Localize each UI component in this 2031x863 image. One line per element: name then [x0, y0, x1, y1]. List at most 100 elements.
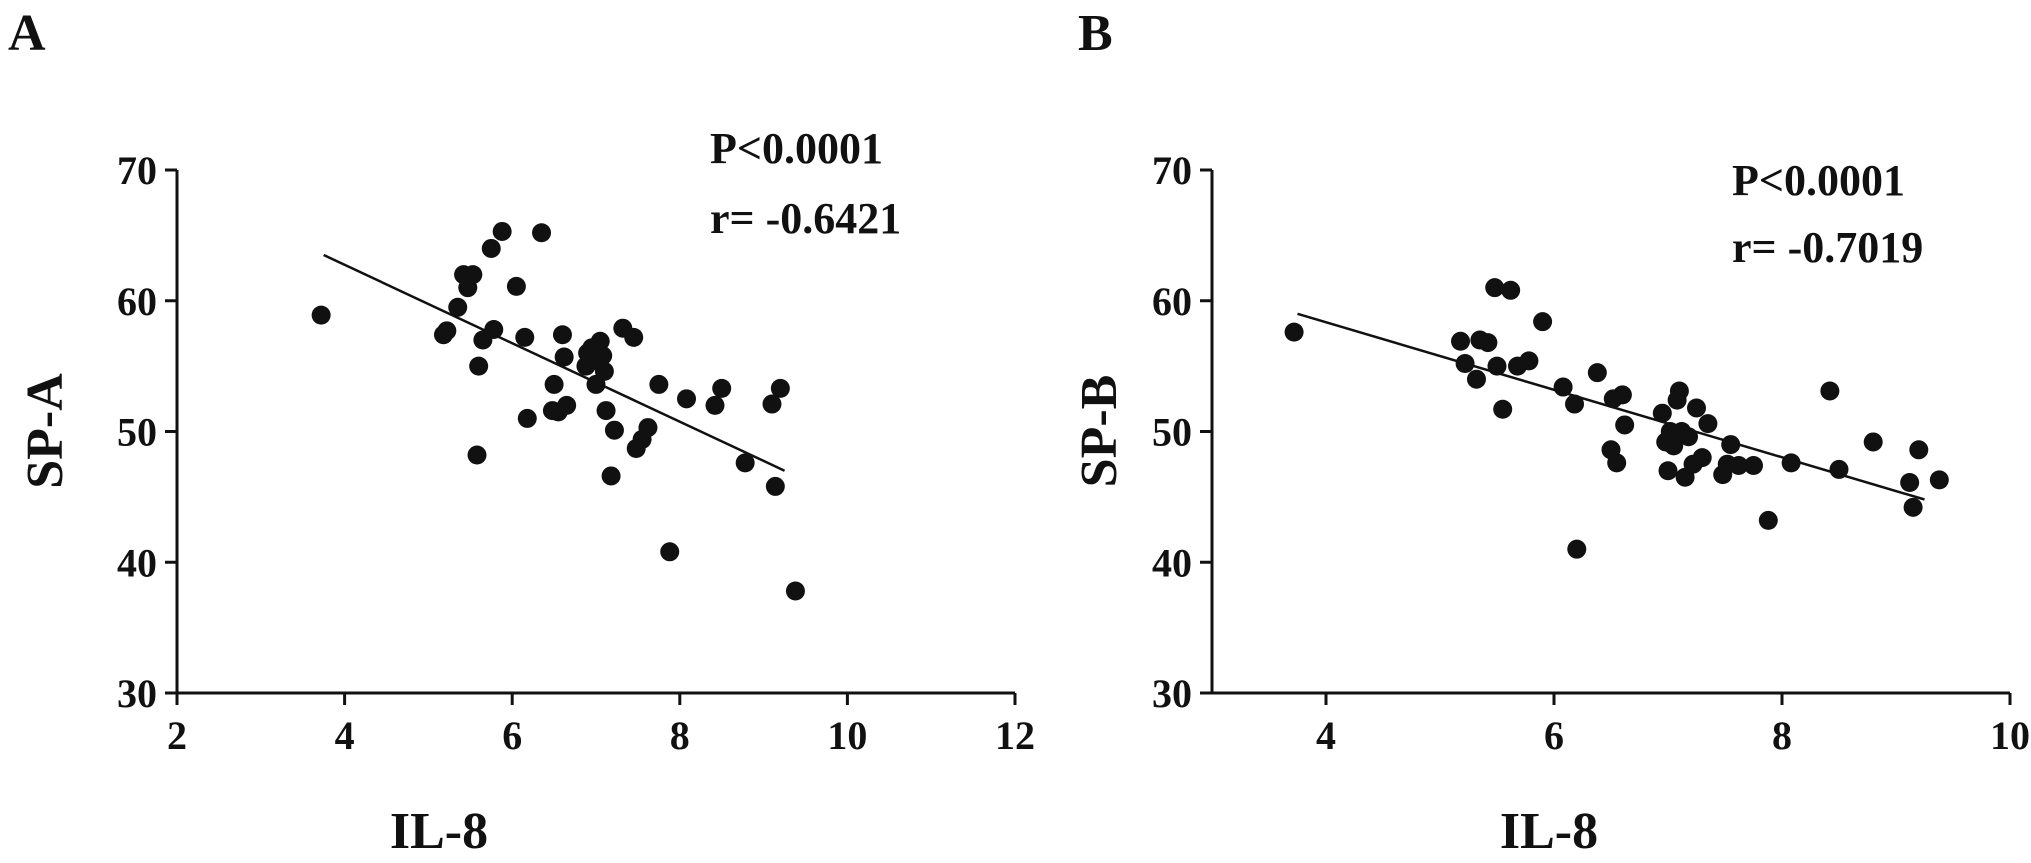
data-point	[484, 320, 504, 340]
data-point	[1900, 472, 1920, 492]
x-tick-label: 10	[827, 713, 867, 758]
data-point	[1612, 385, 1632, 405]
data-point	[467, 445, 487, 465]
y-axis-label-a: SP-A	[17, 373, 74, 489]
data-point	[649, 374, 669, 394]
data-point	[735, 453, 755, 473]
x-tick-label: 6	[502, 713, 522, 758]
data-point	[1669, 381, 1689, 401]
data-point	[1533, 312, 1553, 332]
data-point	[1829, 459, 1849, 479]
y-tick-label: 50	[1152, 410, 1192, 455]
x-axis-label-b: IL-8	[1500, 803, 1598, 860]
data-point	[517, 408, 537, 428]
data-point	[712, 378, 732, 398]
data-point	[1501, 280, 1521, 300]
y-tick-label: 60	[117, 279, 157, 324]
data-point	[1721, 435, 1741, 455]
data-point	[552, 325, 572, 345]
data-point	[638, 418, 658, 438]
regression-line-a	[323, 253, 786, 472]
data-point	[437, 321, 457, 341]
data-point	[677, 389, 697, 409]
data-point	[544, 374, 564, 394]
data-point	[590, 331, 610, 351]
data-point	[1519, 351, 1539, 371]
data-point	[1698, 414, 1718, 434]
data-point	[532, 223, 552, 243]
data-point	[593, 346, 613, 366]
data-point	[785, 581, 805, 601]
data-point	[765, 476, 785, 496]
data-point	[492, 221, 512, 241]
data-point	[506, 276, 526, 296]
data-point	[1652, 403, 1672, 423]
data-point	[1863, 432, 1883, 452]
x-tick-label: 8	[670, 713, 690, 758]
x-axis-label-a: IL-8	[390, 803, 488, 860]
p-value-annotation-a: P<0.0001	[710, 124, 883, 173]
data-point	[1729, 455, 1749, 475]
panel-label-a: A	[8, 5, 46, 62]
x-tick-label: 8	[1772, 713, 1792, 758]
data-point	[1553, 377, 1573, 397]
data-point	[1493, 399, 1513, 419]
x-tick-label: 4	[335, 713, 355, 758]
data-point	[1587, 363, 1607, 383]
data-point	[1284, 322, 1304, 342]
data-point	[463, 265, 483, 285]
data-point	[1820, 381, 1840, 401]
x-tick-label: 10	[1990, 713, 2030, 758]
data-point	[1781, 453, 1801, 473]
y-tick-label: 70	[117, 148, 157, 193]
y-axis-label-b: SP-B	[1071, 375, 1128, 488]
plot-area-a: 30 40 50 60 70 2 4 6 8 10 12	[117, 148, 1035, 758]
data-point	[515, 327, 535, 347]
data-point	[448, 297, 468, 317]
panel-a: A P<0.0001 r= -0.6421 SP-A IL-8 30 40 50 60…	[8, 5, 1035, 860]
data-point	[1478, 333, 1498, 353]
data-point	[1692, 448, 1712, 468]
data-point	[1658, 461, 1678, 481]
x-tick-label: 2	[167, 713, 187, 758]
data-point	[1679, 427, 1699, 447]
y-tick-label: 30	[117, 671, 157, 716]
data-point	[624, 327, 644, 347]
data-point	[596, 401, 616, 421]
x-tick-label: 12	[995, 713, 1035, 758]
data-point	[1615, 415, 1635, 435]
data-point	[705, 395, 725, 415]
y-tick-label: 70	[1152, 148, 1192, 193]
data-point	[1664, 436, 1684, 456]
y-tick-label: 30	[1152, 671, 1192, 716]
plot-area-b: 30 40 50 60 70 4 6 8 10	[1152, 148, 2030, 758]
data-point	[1466, 369, 1486, 389]
data-point	[481, 238, 501, 258]
data-point	[554, 347, 574, 367]
data-point	[1903, 497, 1923, 517]
x-tick-label: 4	[1316, 713, 1336, 758]
data-point	[762, 394, 782, 414]
data-point	[557, 395, 577, 415]
data-point	[1929, 470, 1949, 490]
data-point	[1455, 354, 1475, 374]
panel-label-b: B	[1078, 5, 1113, 62]
data-point	[1567, 539, 1587, 559]
r-value-annotation-b: r= -0.7019	[1732, 223, 1923, 272]
data-point	[1485, 278, 1505, 298]
data-point	[1909, 440, 1929, 460]
data-point	[469, 356, 489, 376]
r-value-annotation-a: r= -0.6421	[710, 194, 901, 243]
x-tick-label: 6	[1544, 713, 1564, 758]
data-point	[1451, 331, 1471, 351]
data-point	[1607, 453, 1627, 473]
data-point	[594, 361, 614, 381]
data-point	[660, 542, 680, 562]
p-value-annotation-b: P<0.0001	[1732, 156, 1905, 205]
data-point	[601, 466, 621, 486]
data-point	[604, 420, 624, 440]
data-point	[1565, 394, 1585, 414]
data-point	[1487, 356, 1507, 376]
data-point	[1758, 510, 1778, 530]
